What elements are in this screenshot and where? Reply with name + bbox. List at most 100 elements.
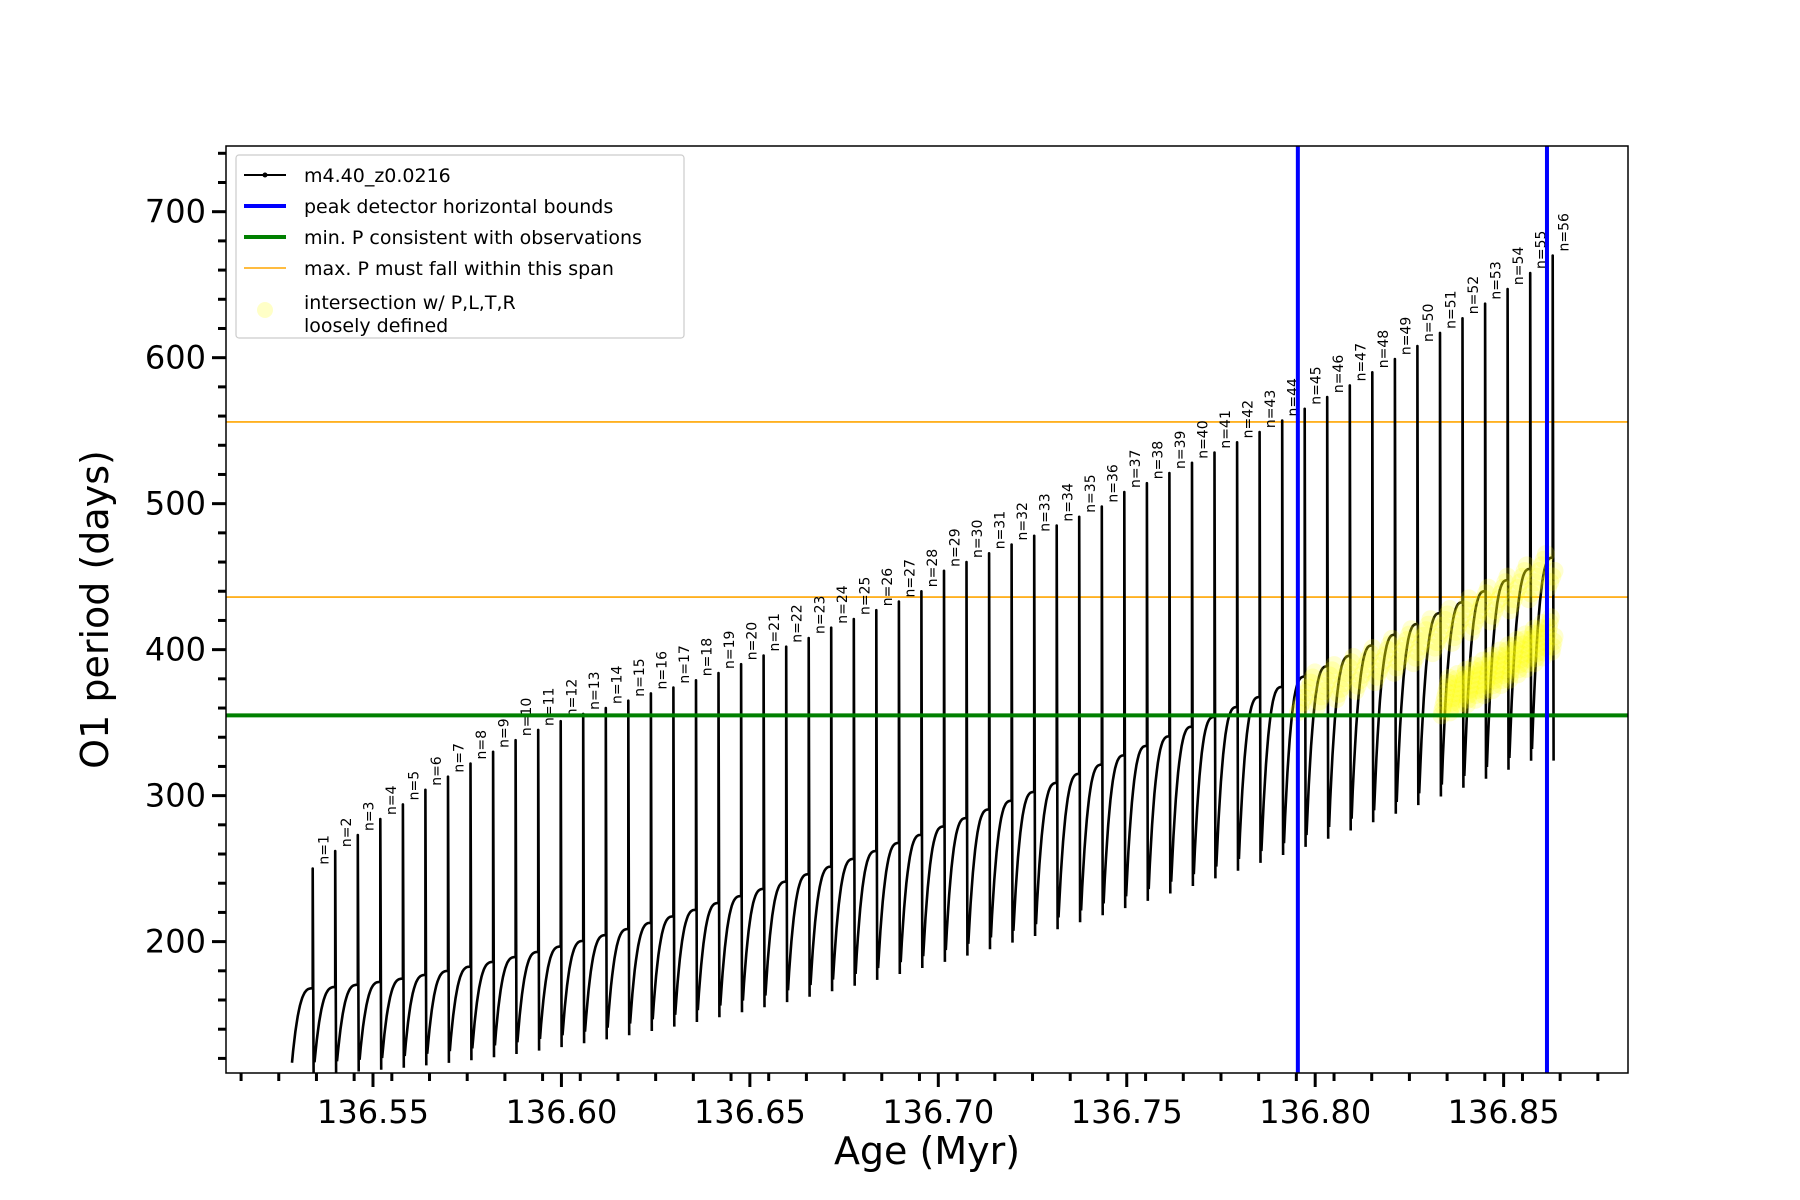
intersection-marker — [1442, 693, 1461, 712]
intersection-marker — [1511, 573, 1530, 592]
intersection-marker — [1496, 651, 1515, 670]
intersection-marker — [1323, 661, 1342, 680]
intersection-marker — [1314, 682, 1333, 701]
intersection-marker — [1382, 629, 1401, 648]
pulse-label: n=47 — [1353, 343, 1369, 381]
intersection-marker — [1440, 599, 1459, 618]
intersection-marker — [1531, 624, 1550, 643]
pulse-label: n=32 — [1015, 502, 1031, 540]
pulse-label: n=20 — [745, 622, 761, 660]
pulse-label: n=39 — [1173, 431, 1189, 469]
intersection-marker — [1518, 654, 1537, 673]
intersection-marker — [1479, 578, 1498, 597]
intersection-marker — [1460, 680, 1479, 699]
intersection-marker — [1444, 684, 1463, 703]
intersection-marker — [1506, 635, 1525, 654]
intersection-marker — [1432, 622, 1451, 641]
intersection-marker — [1498, 641, 1517, 660]
intersection-marker — [1526, 573, 1545, 592]
y-tick-label: 600 — [145, 339, 206, 377]
legend-label: intersection w/ P,L,T,R — [304, 292, 516, 314]
x-tick-label: 136.70 — [882, 1093, 994, 1131]
intersection-marker — [1483, 606, 1502, 625]
y-tick-label: 700 — [145, 193, 206, 231]
pulse-label: n=25 — [857, 577, 873, 615]
intersection-marker — [1439, 673, 1458, 692]
intersection-marker — [1435, 692, 1454, 711]
intersection-marker — [1455, 665, 1474, 684]
intersection-marker — [1327, 690, 1346, 709]
intersection-marker — [1423, 644, 1442, 663]
intersection-marker — [1318, 671, 1337, 690]
intersection-marker — [1455, 600, 1474, 619]
pulse-label: n=35 — [1083, 474, 1099, 512]
intersection-marker — [1331, 679, 1350, 698]
pulse-label: n=46 — [1331, 355, 1347, 394]
intersection-marker — [1312, 687, 1331, 706]
intersection-marker — [1395, 636, 1414, 655]
intersection-marker — [1333, 674, 1352, 693]
intersection-marker — [1338, 663, 1357, 682]
x-axis-title: Age (Myr) — [834, 1129, 1020, 1173]
intersection-marker — [1421, 610, 1440, 629]
intersection-marker — [1472, 656, 1491, 675]
intersection-marker — [1458, 690, 1477, 709]
intersection-marker — [1387, 658, 1406, 677]
intersection-marker — [1524, 619, 1543, 638]
pulse-label: n=52 — [1466, 276, 1482, 314]
intersection-marker — [1517, 659, 1536, 678]
intersection-marker — [1545, 627, 1564, 646]
intersection-marker — [1457, 695, 1476, 714]
intersection-marker — [1456, 660, 1475, 679]
intersection-marker — [1355, 660, 1374, 679]
pulse-label: n=53 — [1489, 261, 1505, 299]
intersection-marker — [1504, 650, 1523, 669]
legend-box — [235, 154, 685, 339]
intersection-marker — [1378, 640, 1397, 659]
x-tick-label: 136.55 — [317, 1093, 429, 1131]
intersection-marker — [1391, 647, 1410, 666]
pulse-label: n=30 — [970, 520, 986, 558]
x-tick-label: 136.60 — [505, 1093, 617, 1131]
intersection-marker — [1436, 687, 1455, 706]
intersection-marker — [1485, 601, 1504, 620]
intersection-marker — [1374, 651, 1393, 670]
intersection-marker — [1361, 644, 1380, 663]
pulse-label: n=24 — [835, 585, 851, 624]
intersection-marker — [1442, 633, 1461, 652]
pulse-label: n=43 — [1263, 390, 1279, 428]
pulse-label: n=6 — [429, 756, 445, 786]
intersection-marker — [1525, 654, 1544, 673]
intersection-marker — [1419, 615, 1438, 634]
intersection-marker — [1430, 627, 1449, 646]
legend-label: loosely defined — [304, 315, 448, 337]
intersection-marker — [1504, 590, 1523, 609]
intersection-marker — [1393, 642, 1412, 661]
x-tick-label: 136.65 — [694, 1093, 806, 1131]
intersection-marker — [1479, 661, 1498, 680]
intersection-marker — [1297, 683, 1316, 702]
x-tick-label: 136.75 — [1071, 1093, 1183, 1131]
y-tick-label: 200 — [145, 923, 206, 961]
intersection-marker — [1453, 680, 1472, 699]
intersection-marker — [1523, 624, 1542, 643]
intersection-marker — [1455, 670, 1474, 689]
intersection-marker — [1464, 661, 1483, 680]
intersection-marker — [1370, 662, 1389, 681]
intersection-markers — [1288, 545, 1564, 725]
intersection-marker — [1463, 666, 1482, 685]
intersection-marker — [1308, 697, 1327, 716]
intersection-marker — [1340, 658, 1359, 677]
intersection-marker — [1425, 638, 1444, 657]
intersection-marker — [1447, 669, 1466, 688]
intersection-marker — [1299, 678, 1318, 697]
intersection-marker — [1474, 589, 1493, 608]
intersection-marker — [1305, 663, 1324, 682]
intersection-marker — [1367, 667, 1386, 686]
intersection-marker — [1466, 690, 1485, 709]
intersection-marker — [1481, 651, 1500, 670]
pulse-label: n=42 — [1241, 400, 1257, 438]
x-tick-label: 136.80 — [1259, 1093, 1371, 1131]
intersection-marker — [1452, 685, 1471, 704]
intersection-marker — [1434, 616, 1453, 635]
